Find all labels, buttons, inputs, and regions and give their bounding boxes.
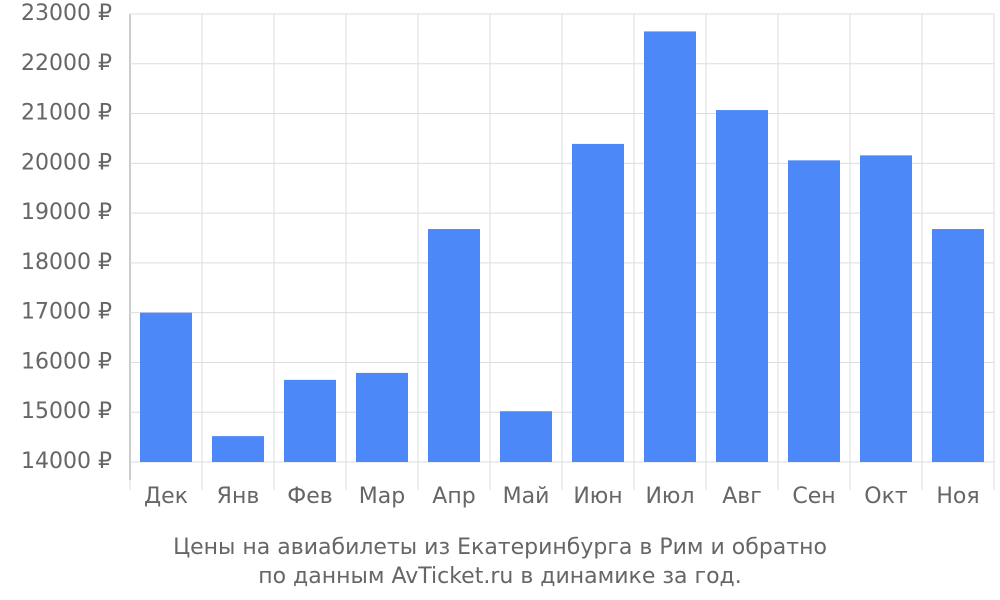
- y-tick-label: 21000 ₽: [21, 101, 112, 126]
- bar: [212, 436, 264, 462]
- x-tick-label: Май: [503, 484, 550, 509]
- y-tick-label: 17000 ₽: [21, 300, 112, 325]
- bar: [932, 229, 984, 462]
- y-tick-label: 15000 ₽: [21, 399, 112, 424]
- chart-title: Цены на авиабилеты из Екатеринбурга в Ри…: [173, 535, 827, 560]
- y-tick-label: 19000 ₽: [21, 200, 112, 225]
- x-tick-label: Янв: [217, 484, 260, 509]
- bar: [500, 411, 552, 462]
- bar: [428, 229, 480, 462]
- x-tick-label: Авг: [722, 484, 762, 509]
- x-tick-label: Окт: [864, 484, 908, 509]
- bar: [356, 372, 408, 462]
- y-tick-label: 22000 ₽: [21, 51, 112, 76]
- x-tick-label: Ноя: [936, 484, 979, 509]
- y-tick-label: 20000 ₽: [21, 150, 112, 175]
- bar: [716, 110, 768, 463]
- bar: [572, 143, 624, 463]
- bar: [284, 379, 336, 462]
- bar: [860, 155, 912, 462]
- x-tick-label: Июн: [573, 484, 622, 509]
- x-tick-label: Июл: [645, 484, 694, 509]
- chart-subtitle: по данным AvTicket.ru в динамике за год.: [258, 564, 742, 589]
- bar: [644, 31, 696, 463]
- x-tick-label: Мар: [359, 484, 405, 509]
- x-tick-label: Апр: [432, 484, 475, 509]
- x-tick-label: Фев: [287, 484, 332, 509]
- x-tick-label: Дек: [144, 484, 188, 509]
- y-tick-label: 16000 ₽: [21, 349, 112, 374]
- bar: [788, 160, 840, 462]
- y-tick-label: 14000 ₽: [21, 449, 112, 474]
- bar: [140, 312, 192, 462]
- y-tick-label: 23000 ₽: [21, 1, 112, 26]
- y-tick-label: 18000 ₽: [21, 250, 112, 275]
- x-tick-label: Сен: [792, 484, 835, 509]
